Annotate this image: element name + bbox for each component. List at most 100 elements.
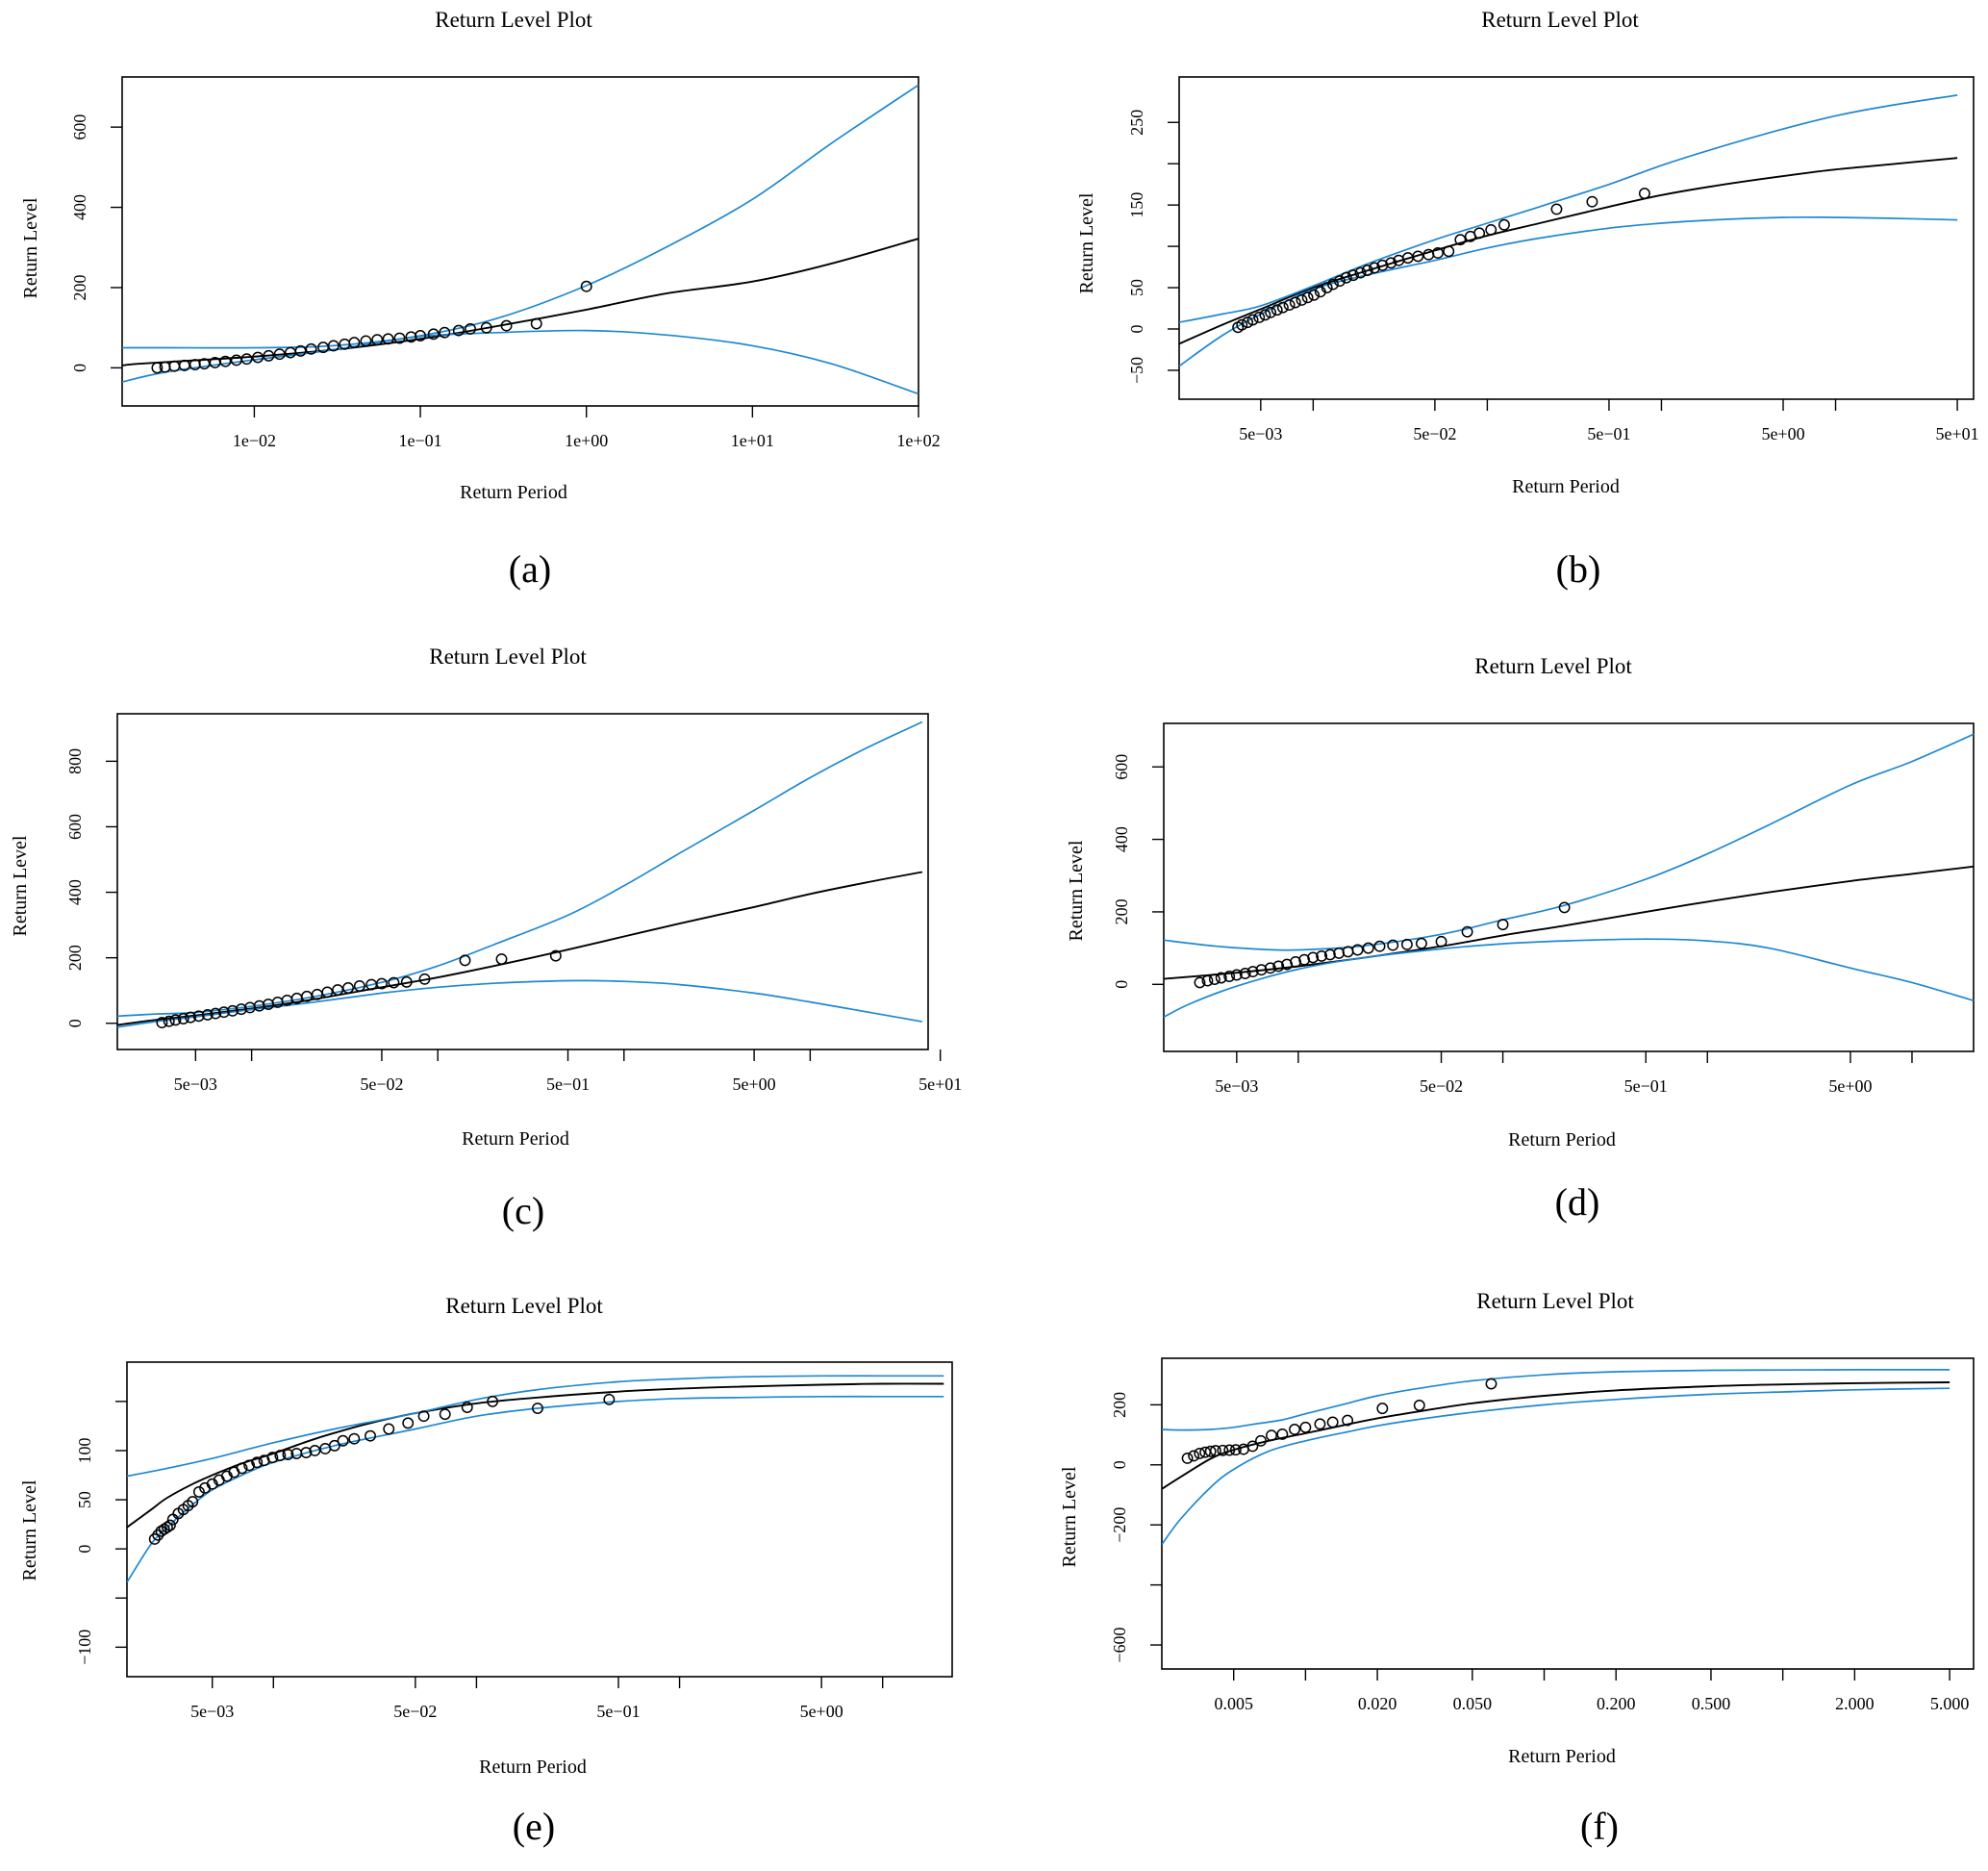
data-point <box>1412 250 1424 263</box>
data-point <box>439 1408 451 1421</box>
x-tick-label: 0.005 <box>1214 1694 1253 1713</box>
x-axis-label: Return Period <box>1508 1746 1616 1767</box>
data-point <box>1333 275 1346 288</box>
x-axis-label: Return Period <box>1512 476 1620 497</box>
x-tick-label: 5e−02 <box>1413 424 1456 443</box>
data-point <box>417 1410 430 1423</box>
x-axis: 0.005 0.020 0.050 0.200 0.500 2.000 5.000 <box>1214 1669 1969 1713</box>
data-point <box>158 1523 170 1535</box>
plot-frame <box>1163 722 1975 1052</box>
data-point <box>1340 271 1352 284</box>
data-point <box>236 1462 248 1475</box>
return-level-fit-line <box>1162 1381 1950 1490</box>
y-axis-label: Return Level <box>20 197 41 298</box>
data-point <box>383 1423 395 1435</box>
data-point <box>1204 1445 1217 1457</box>
panel-c: Return Level Plot 5e−03 5e−02 5e−01 5e+00 5e+… <box>10 645 962 1232</box>
data-point <box>348 337 361 349</box>
data-point <box>487 1395 499 1407</box>
data-point <box>1208 973 1220 985</box>
y-tick-label: 0 <box>1127 324 1146 333</box>
data-point <box>603 1393 616 1405</box>
data-point <box>1266 1429 1277 1442</box>
panel-label: (e) <box>513 1805 555 1848</box>
data-point <box>1387 939 1399 951</box>
x-tick-label: 0.500 <box>1692 1694 1731 1713</box>
upper-ci-line <box>127 1375 944 1478</box>
data-point <box>1361 265 1373 276</box>
y-tick-label: 200 <box>1110 1392 1129 1418</box>
plot-area <box>1162 1369 1950 1546</box>
return-level-fit-line <box>122 238 919 367</box>
data-point <box>1351 944 1364 956</box>
data-point <box>459 954 471 967</box>
y-axis: −50 0 50 150 250 <box>1127 110 1179 384</box>
x-tick-label: 5e−02 <box>360 1075 403 1094</box>
data-point <box>500 319 513 332</box>
lower-ci-line <box>1164 938 1974 1018</box>
data-point <box>402 1417 415 1429</box>
data-point <box>461 1402 473 1413</box>
data-point <box>1497 218 1510 231</box>
data-point <box>235 1003 247 1016</box>
data-point <box>169 1014 182 1026</box>
y-tick-label: 400 <box>1112 826 1131 852</box>
data-point <box>185 1011 197 1024</box>
plot-area <box>1179 94 1958 367</box>
data-point <box>1485 223 1497 236</box>
data-point <box>1362 942 1374 954</box>
data-point <box>1385 257 1397 269</box>
panel-b: Return Level Plot 5e−03 5e−02 5e−01 5e+00 5e+… <box>1076 8 1979 591</box>
chart-title: Return Level Plot <box>429 645 587 669</box>
data-point <box>1550 203 1563 215</box>
x-tick-label: 5e−01 <box>1587 424 1630 443</box>
data-point <box>1259 309 1271 321</box>
panel-label: (c) <box>502 1189 544 1232</box>
data-point <box>243 1459 256 1472</box>
x-axis-label: Return Period <box>479 1757 587 1778</box>
data-point <box>309 1445 321 1456</box>
data-point <box>219 355 232 367</box>
data-point <box>230 354 242 367</box>
y-tick-label: 600 <box>65 814 85 840</box>
return-level-fit-line <box>117 871 923 1026</box>
data-point <box>168 360 181 372</box>
data-point <box>1298 953 1311 966</box>
y-tick-label: 100 <box>75 1437 94 1463</box>
data-point <box>532 1403 543 1414</box>
data-point <box>192 1485 205 1498</box>
lower-ci-line <box>127 1395 944 1583</box>
x-tick-label: 5e−01 <box>546 1075 590 1094</box>
upper-ci-line <box>1179 94 1958 323</box>
data-point <box>1217 1444 1229 1456</box>
data-point <box>1308 289 1321 301</box>
y-tick-label: −50 <box>1127 357 1146 384</box>
plot-area <box>117 721 923 1029</box>
data-point <box>1301 291 1314 304</box>
x-tick-label: 1e+00 <box>565 431 608 450</box>
lower-ci-line <box>1179 215 1958 367</box>
y-tick-label: −100 <box>75 1630 94 1665</box>
panel-f: Return Level Plot 0.005 0.020 0.050 0.200 0.5… <box>1059 1289 1975 1848</box>
y-tick-label: 50 <box>1127 279 1146 296</box>
data-point <box>400 975 413 988</box>
y-tick-label: 0 <box>70 364 89 372</box>
x-tick-label: 0.020 <box>1358 1694 1397 1713</box>
data-point <box>1558 901 1571 914</box>
data-point <box>415 330 427 341</box>
data-point <box>1246 314 1259 326</box>
data-point <box>418 973 431 985</box>
plot-frame <box>1161 1357 1975 1670</box>
y-tick-label: 600 <box>70 114 89 140</box>
x-tick-label: 5e+01 <box>919 1075 962 1094</box>
data-point <box>1215 972 1227 984</box>
data-point <box>337 1434 349 1447</box>
data-point <box>321 986 334 999</box>
y-tick-label: 200 <box>65 945 85 971</box>
data-point <box>240 353 253 366</box>
x-tick-label: 5e−03 <box>1239 424 1282 443</box>
panel-d: Return Level Plot 5e−03 5e−02 5e−01 5e+00 Ret… <box>1066 654 1975 1224</box>
data-point <box>393 332 406 344</box>
data-point <box>1376 1403 1389 1415</box>
y-tick-label: 0 <box>1110 1460 1129 1469</box>
